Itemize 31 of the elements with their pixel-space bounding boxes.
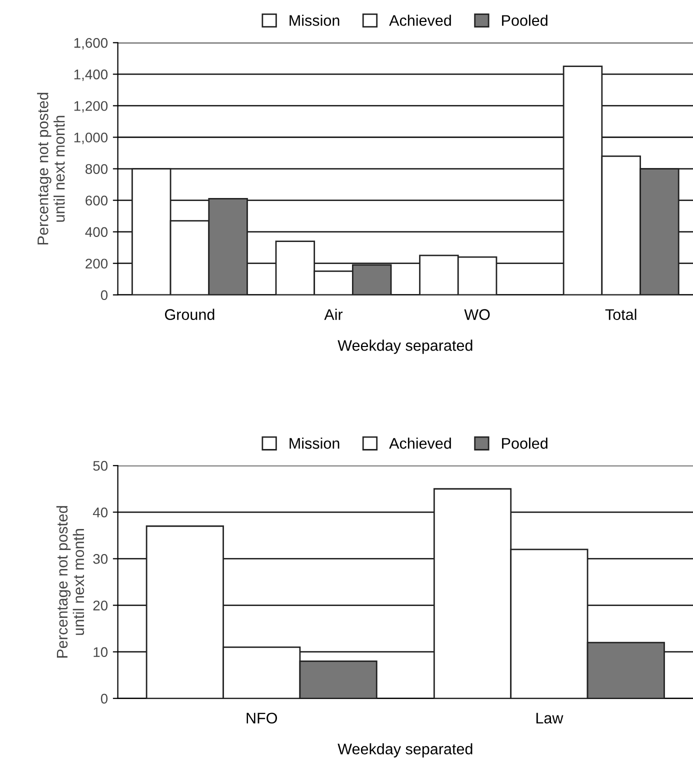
- x-tick-label: Ground: [165, 308, 214, 320]
- y-tick-label: 0: [100, 694, 108, 704]
- x-tick-label: NFO: [246, 712, 277, 724]
- y-tick-label: 600: [86, 196, 108, 206]
- legend-label: Pooled: [502, 438, 548, 449]
- x-axis-title: Weekday separated: [338, 340, 472, 354]
- x-tick-label: Air: [324, 308, 343, 320]
- y-tick-label: 1,200: [74, 101, 108, 113]
- x-tick-label: Total: [605, 308, 636, 320]
- y-tick-label: 40: [92, 507, 108, 518]
- x-axis-title: Weekday separated: [338, 743, 472, 758]
- y-tick-label: 0: [100, 290, 108, 300]
- y-tick-label: 400: [85, 227, 108, 237]
- y-tick-label: 50: [93, 460, 108, 471]
- x-tick-label: WO: [464, 309, 490, 320]
- legend-label: Achieved: [389, 14, 451, 26]
- y-tick-label: 200: [86, 258, 108, 269]
- y-axis-title: Percentage not posted until next month: [37, 92, 65, 244]
- y-axis-title: Percentage not posted until next month: [56, 506, 84, 658]
- y-tick-label: 1,600: [74, 38, 108, 50]
- x-tick-label: Law: [536, 712, 564, 724]
- y-tick-label: 20: [93, 600, 108, 610]
- y-tick-label: 30: [93, 554, 108, 564]
- y-tick-label: 800: [86, 164, 108, 174]
- legend-label: Pooled: [502, 14, 548, 26]
- y-tick-label: 1,000: [74, 132, 108, 144]
- legend-label: Mission: [290, 14, 340, 26]
- y-tick-label: 1,400: [74, 70, 108, 82]
- legend-label: Mission: [290, 438, 340, 449]
- y-tick-label: 10: [94, 647, 108, 658]
- legend-label: Achieved: [389, 438, 451, 449]
